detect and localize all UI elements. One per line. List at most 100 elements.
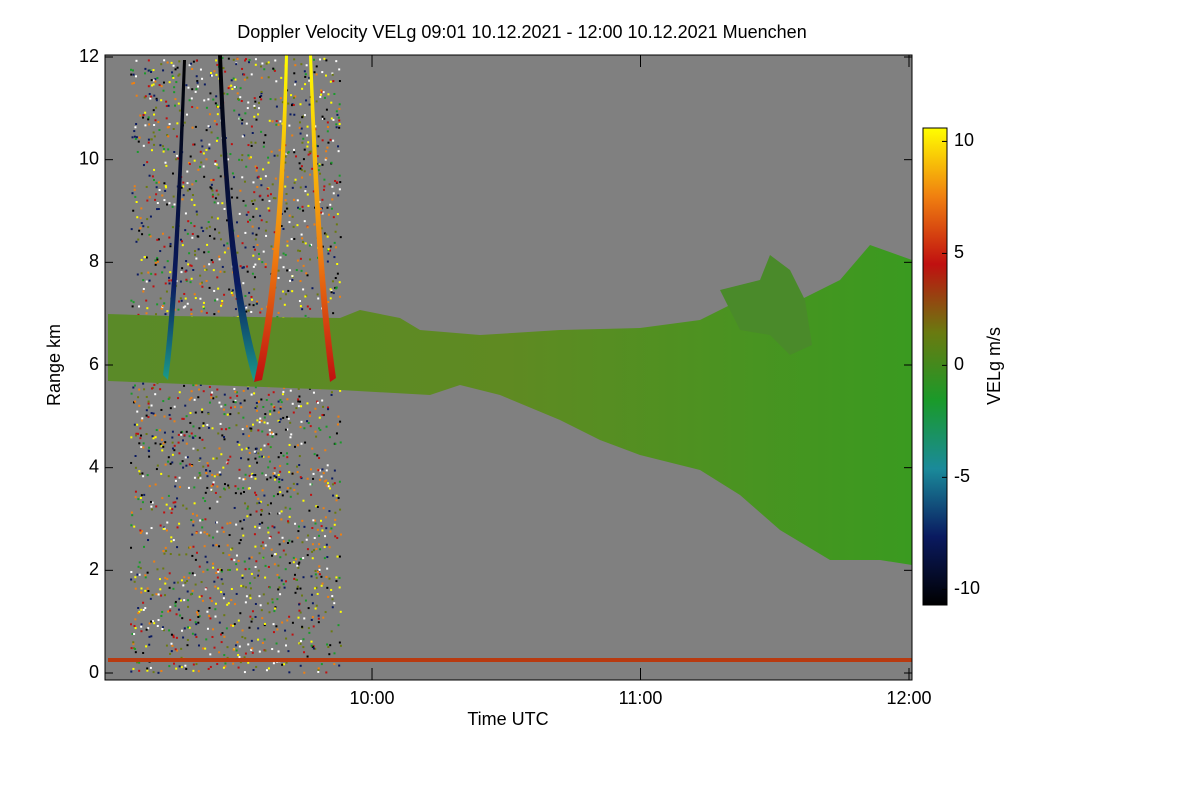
speckle	[130, 524, 133, 527]
speckle	[149, 215, 152, 218]
speckle	[278, 478, 281, 481]
speckle	[316, 454, 319, 457]
speckle	[321, 198, 324, 201]
speckle	[253, 199, 256, 202]
speckle	[311, 550, 314, 553]
speckle	[316, 293, 319, 296]
speckle	[162, 527, 165, 530]
speckle	[166, 134, 169, 137]
speckle	[304, 441, 307, 444]
speckle	[217, 432, 220, 435]
speckle	[132, 82, 135, 85]
speckle	[300, 442, 303, 445]
speckle	[170, 61, 173, 64]
speckle	[278, 512, 281, 515]
speckle	[296, 199, 299, 202]
speckle	[267, 667, 270, 670]
speckle	[273, 475, 276, 478]
speckle	[280, 452, 283, 455]
speckle	[261, 489, 264, 492]
speckle	[255, 560, 258, 563]
speckle	[239, 492, 242, 495]
speckle	[241, 122, 244, 125]
speckle	[325, 479, 328, 482]
speckle	[235, 554, 238, 557]
speckle	[206, 423, 209, 426]
speckle	[214, 491, 217, 494]
speckle	[148, 174, 151, 177]
speckle	[224, 662, 227, 665]
speckle	[191, 67, 194, 70]
speckle	[263, 421, 266, 424]
speckle	[140, 272, 143, 275]
speckle	[265, 399, 268, 402]
speckle	[282, 390, 285, 393]
speckle	[188, 398, 191, 401]
speckle	[165, 117, 168, 120]
speckle	[267, 565, 270, 568]
speckle	[248, 291, 251, 294]
speckle	[145, 185, 148, 188]
speckle	[242, 585, 245, 588]
speckle	[193, 398, 196, 401]
speckle	[273, 526, 276, 529]
speckle	[172, 587, 175, 590]
speckle	[269, 410, 272, 413]
speckle	[279, 256, 282, 259]
speckle	[331, 72, 334, 75]
speckle	[263, 416, 266, 419]
speckle	[168, 396, 171, 399]
speckle	[302, 638, 305, 641]
speckle	[196, 80, 199, 83]
speckle	[131, 82, 134, 85]
speckle	[192, 545, 195, 548]
speckle	[311, 543, 314, 546]
speckle	[135, 122, 138, 125]
speckle	[220, 405, 223, 408]
speckle	[255, 447, 258, 450]
speckle	[143, 545, 146, 548]
speckle	[208, 614, 211, 617]
speckle	[222, 466, 225, 469]
speckle	[235, 63, 238, 66]
speckle	[253, 248, 256, 251]
speckle	[133, 423, 136, 426]
colorbar-fill	[922, 127, 948, 606]
speckle	[211, 189, 214, 192]
speckle	[288, 124, 291, 127]
speckle	[318, 427, 321, 430]
speckle	[331, 595, 334, 598]
speckle	[324, 611, 327, 614]
speckle	[162, 567, 165, 570]
speckle	[162, 89, 165, 92]
speckle	[329, 644, 332, 647]
speckle	[229, 455, 232, 458]
speckle	[253, 104, 256, 107]
speckle	[187, 599, 190, 602]
speckle	[212, 178, 215, 181]
speckle	[244, 58, 247, 61]
speckle	[327, 646, 330, 649]
speckle	[132, 386, 135, 389]
speckle	[153, 143, 156, 146]
speckle	[307, 153, 310, 156]
speckle	[134, 400, 137, 403]
speckle	[174, 600, 177, 603]
speckle	[277, 650, 280, 653]
speckle	[250, 648, 253, 651]
speckle	[299, 640, 302, 643]
speckle	[255, 233, 258, 236]
speckle	[323, 546, 326, 549]
speckle	[142, 114, 145, 117]
speckle	[163, 59, 166, 62]
speckle	[295, 465, 298, 468]
speckle	[329, 288, 332, 291]
speckle	[264, 564, 267, 567]
y-tick-label: 12	[79, 46, 99, 66]
speckle	[222, 552, 225, 555]
speckle	[291, 134, 294, 137]
speckle	[244, 568, 247, 571]
speckle	[155, 313, 158, 316]
speckle	[157, 238, 160, 241]
speckle	[178, 391, 181, 394]
